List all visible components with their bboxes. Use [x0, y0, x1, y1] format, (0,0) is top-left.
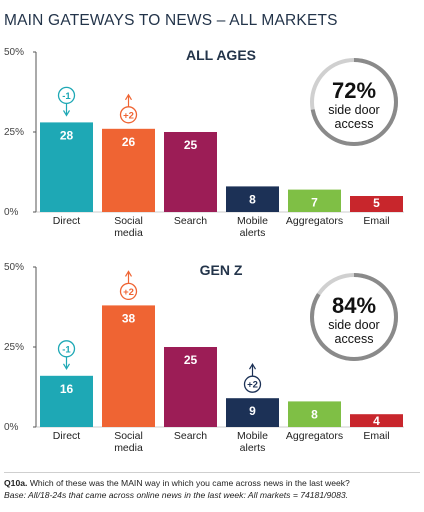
- panel-1-category-label-social: media: [114, 227, 143, 239]
- panel-1-category-label-aggregators: Aggregators: [286, 215, 343, 227]
- footnote-question: Which of these was the MAIN way in which…: [29, 478, 350, 488]
- panel-1-arrow-down-icon: [62, 110, 71, 117]
- panel-2-arrow-up-icon: [248, 363, 257, 370]
- panel-1-data-label-email: 5: [373, 196, 380, 210]
- panel-2-data-label-aggregators: 8: [311, 407, 318, 421]
- panel-2-data-label-email: 4: [373, 414, 380, 428]
- panel-1-data-label-mobile: 8: [249, 192, 256, 206]
- panel-1-callout-value: 72%: [332, 78, 376, 103]
- panel-2-callout-ring-progress: [310, 273, 398, 361]
- panel-1-bar-mobile: [226, 186, 279, 212]
- panel-1-y-tick-label: 0%: [4, 207, 19, 218]
- panel-1-bar-search: [164, 132, 217, 212]
- panel-1-callout-line2: access: [335, 117, 374, 131]
- panel-2-category-label-mobile: alerts: [240, 442, 266, 454]
- panel-2-callout-line1: side door: [328, 318, 379, 332]
- panel-1-data-label-aggregators: 7: [311, 196, 318, 210]
- panel-2-category-label-social: media: [114, 442, 143, 454]
- panel-2-y-tick-label: 25%: [4, 342, 24, 353]
- panel-1-data-label-social: 26: [122, 135, 136, 149]
- panel-1-change-label: +2: [123, 110, 134, 121]
- panel-1-y-tick-label: 25%: [4, 127, 24, 138]
- footnote-question-id: Q10a.: [4, 478, 28, 488]
- panel-2-data-label-mobile: 9: [249, 404, 256, 418]
- panel-1-category-label-direct: Direct: [53, 215, 81, 227]
- panel-2-change-label: -1: [62, 344, 71, 355]
- panel-2-y-tick-label: 50%: [4, 262, 24, 273]
- panel-2-category-label-email: Email: [363, 430, 389, 442]
- panel-2-title: GEN Z: [200, 262, 243, 278]
- panel-1-category-label-email: Email: [363, 215, 389, 227]
- panel-2-data-label-direct: 16: [60, 382, 74, 396]
- panel-2-category-label-search: Search: [174, 430, 207, 442]
- panel-2-bar-direct: [40, 375, 93, 427]
- panel-1-callout-line1: side door: [328, 103, 379, 117]
- chart-main-title: MAIN GATEWAYS TO NEWS – ALL MARKETS: [4, 12, 338, 29]
- panel-2-category-label-mobile: Mobile: [237, 430, 268, 442]
- panel-1-category-label-mobile: alerts: [240, 227, 266, 239]
- panel-2-arrow-up-icon: [124, 270, 133, 277]
- panel-1-data-label-search: 25: [184, 138, 198, 152]
- panel-2-change-label: +2: [247, 380, 258, 391]
- footnote: Q10a. Which of these was the MAIN way in…: [4, 472, 420, 501]
- panel-2-arrow-down-icon: [62, 363, 71, 370]
- panel-2-data-label-social: 38: [122, 311, 136, 325]
- panel-2-data-label-search: 25: [184, 353, 198, 367]
- panel-1-bar-email: [350, 196, 403, 212]
- panel-2-callout-value: 84%: [332, 293, 376, 318]
- panel-2-category-label-direct: Direct: [53, 430, 81, 442]
- panel-1-arrow-up-icon: [124, 93, 133, 101]
- charts-canvas: 0%25%50% ALL AGES28Direct26Socialmedia25S…: [4, 47, 404, 454]
- panel-1-bar-social: [102, 128, 155, 212]
- panel-1-callout-ring-progress: [310, 58, 398, 146]
- panel-2-category-label-social: Social: [114, 430, 143, 442]
- panel-2-bar-social: [102, 305, 155, 427]
- panel-1-bar-direct: [40, 122, 93, 212]
- panel-1-y-tick-label: 50%: [4, 47, 24, 58]
- panel-2-category-label-aggregators: Aggregators: [286, 430, 343, 442]
- panel-1-category-label-search: Search: [174, 215, 207, 227]
- panel-2-bar-search: [164, 347, 217, 427]
- panel-1-data-label-direct: 28: [60, 128, 74, 142]
- panel-2-change-label: +2: [123, 287, 134, 298]
- panel-1-title: ALL AGES: [186, 47, 256, 63]
- footnote-base: Base: All/18-24s that came across online…: [4, 490, 349, 500]
- panel-2-callout-line2: access: [335, 332, 374, 346]
- panel-2-bar-aggregators: [288, 401, 341, 427]
- panel-2-y-tick-label: 0%: [4, 422, 19, 433]
- panel-2-bar-mobile: [226, 398, 279, 427]
- panel-1-category-label-social: Social: [114, 215, 143, 227]
- panel-1-category-label-mobile: Mobile: [237, 215, 268, 227]
- panel-1-change-label: -1: [62, 91, 71, 102]
- panel-2-bar-email: [350, 414, 403, 427]
- panel-1-bar-aggregators: [288, 189, 341, 212]
